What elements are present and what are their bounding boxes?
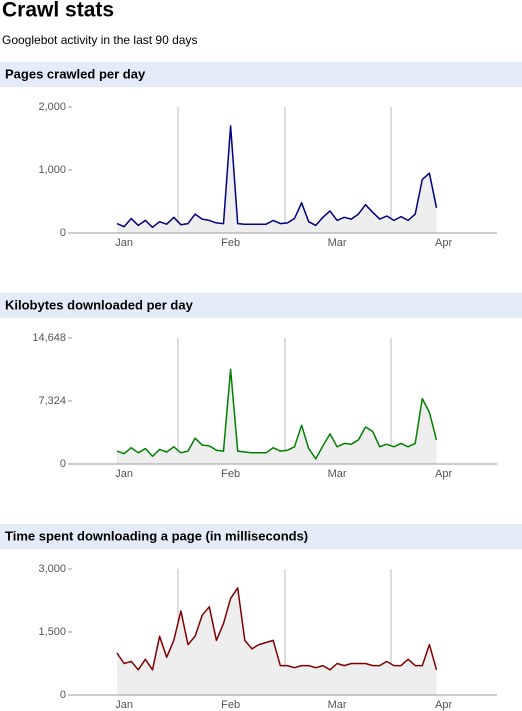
- y-tick-label: 0: [60, 458, 66, 470]
- x-tick-label: Apr: [435, 237, 452, 249]
- y-tick-label: 7,324: [38, 395, 66, 407]
- y-tick-label: 2,000: [38, 101, 66, 113]
- series-line: [116, 587, 438, 671]
- area: [117, 125, 437, 233]
- y-tick-label: 3,000: [38, 563, 66, 575]
- y-tick-label: 0: [60, 227, 66, 239]
- x-tick-label: Mar: [328, 468, 347, 480]
- x-tick-label: Mar: [328, 237, 347, 249]
- section-header: [0, 62, 522, 87]
- section-title: Pages crawled per day: [5, 66, 146, 81]
- y-tick-label: 1,000: [38, 164, 66, 176]
- page-subtitle: Googlebot activity in the last 90 days: [2, 33, 197, 47]
- series-line: [116, 125, 438, 229]
- section-title: Kilobytes downloaded per day: [5, 297, 194, 312]
- x-tick-label: Jan: [115, 699, 133, 711]
- x-tick-label: Apr: [435, 468, 452, 480]
- area: [117, 587, 437, 695]
- y-tick-label: 0: [60, 689, 66, 701]
- section-title: Time spent downloading a page (in millis…: [5, 528, 308, 543]
- x-tick-label: Feb: [221, 468, 240, 480]
- series-line: [116, 368, 438, 460]
- x-tick-label: Mar: [328, 699, 347, 711]
- y-tick-label: 14,648: [32, 332, 66, 344]
- y-tick-label: 1,500: [38, 626, 66, 638]
- section-header: [0, 293, 522, 318]
- x-tick-label: Jan: [115, 237, 133, 249]
- x-tick-label: Jan: [115, 468, 133, 480]
- x-tick-label: Feb: [221, 237, 240, 249]
- section-header: [0, 524, 522, 549]
- page-title: Crawl stats: [2, 0, 114, 22]
- x-tick-label: Apr: [435, 699, 452, 711]
- x-tick-label: Feb: [221, 699, 240, 711]
